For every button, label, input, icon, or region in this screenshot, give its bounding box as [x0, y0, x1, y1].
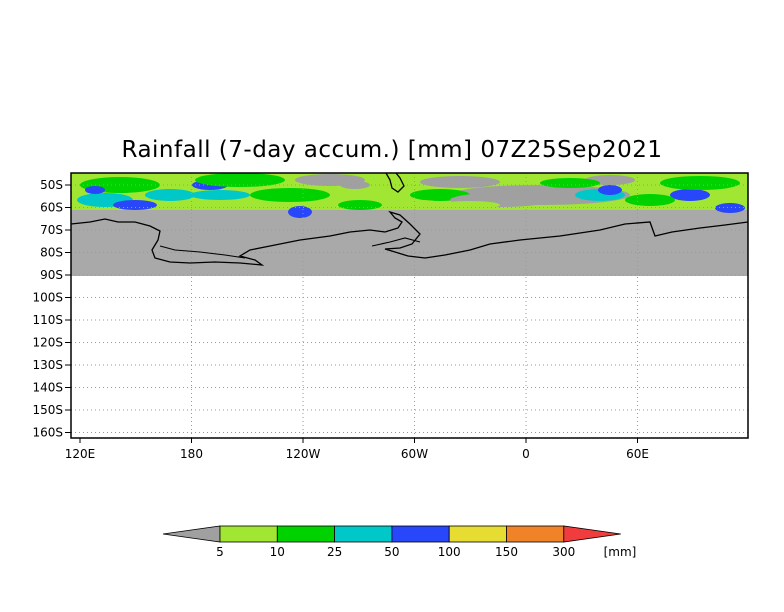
- rain-patch: [670, 189, 710, 201]
- rain-patch: [195, 173, 285, 187]
- colorbar-tick-label: 100: [438, 545, 461, 559]
- rain-patch: [715, 203, 745, 213]
- lon-tick-label: 0: [522, 447, 530, 461]
- empty-region: [71, 276, 748, 438]
- colorbar-segment: [391, 525, 450, 543]
- rain-patch: [660, 176, 740, 190]
- colorbar-tick-label: 10: [270, 545, 285, 559]
- lat-tick-label: 160S: [32, 426, 63, 440]
- colorbar-tick-label: 50: [384, 545, 399, 559]
- colorbar-tick-label: 300: [552, 545, 575, 559]
- lon-tick-label: 120W: [286, 447, 321, 461]
- rain-patch: [288, 206, 312, 218]
- lat-tick-label: 130S: [32, 358, 63, 372]
- map-plot-area: [70, 172, 749, 439]
- rain-patch: [420, 176, 500, 188]
- rain-patch: [598, 185, 622, 195]
- lat-tick-label: 60S: [40, 201, 63, 215]
- lat-tick-label: 140S: [32, 381, 63, 395]
- lat-tick-label: 80S: [40, 246, 63, 260]
- colorbar-tick-label: 150: [495, 545, 518, 559]
- lat-tick-label: 150S: [32, 403, 63, 417]
- rain-patch: [395, 200, 445, 210]
- rain-patch: [145, 189, 195, 201]
- lat-tick-label: 50S: [40, 178, 63, 192]
- colorbar-segment: [506, 525, 565, 543]
- rain-patch: [113, 200, 157, 210]
- longitude-axis: 120E 180 120W 60W 0 60E: [65, 438, 649, 461]
- lat-tick-label: 70S: [40, 223, 63, 237]
- lon-tick-label: 60E: [626, 447, 649, 461]
- plot-frame: [70, 172, 749, 439]
- colorbar-tick-label: 5: [216, 545, 224, 559]
- colorbar-over-arrow: [563, 525, 621, 543]
- colorbar-under-arrow: [162, 525, 221, 543]
- rain-patch: [338, 200, 382, 210]
- colorbar-segment: [276, 525, 335, 543]
- colorbar-unit: [mm]: [604, 545, 637, 559]
- rain-patch: [250, 188, 330, 202]
- rain-patch: [625, 194, 675, 206]
- rain-patch: [85, 186, 105, 194]
- latitude-axis: 50S 60S 70S 80S 90S 100S 110S 120S 130S 140S 150S 1…: [32, 178, 71, 440]
- colorbar: 5 10 25 50 100 150 300 [mm]: [162, 525, 637, 559]
- south-america-tip: [385, 172, 405, 193]
- lat-tick-label: 110S: [32, 313, 63, 327]
- lat-tick-label: 100S: [32, 291, 63, 305]
- graticule: [71, 173, 748, 438]
- lon-tick-label: 180: [180, 447, 203, 461]
- antarctica-coastline: [70, 210, 749, 266]
- colorbar-segment: [334, 525, 393, 543]
- rain-patch: [190, 190, 250, 200]
- lon-tick-label: 60W: [401, 447, 428, 461]
- lon-tick-label: 120E: [65, 447, 96, 461]
- lat-tick-label: 120S: [32, 336, 63, 350]
- colorbar-segment: [448, 525, 507, 543]
- map-title: Rainfall (7-day accum.) [mm] 07Z25Sep202…: [121, 137, 663, 163]
- colorbar-tick-label: 25: [327, 545, 342, 559]
- lat-tick-label: 90S: [40, 268, 63, 282]
- weddell-coast: [371, 237, 421, 247]
- colorbar-segment: [219, 525, 278, 543]
- rain-field: [77, 173, 745, 218]
- ross-ice-shelf-edge: [159, 245, 246, 259]
- rain-patch: [540, 178, 600, 188]
